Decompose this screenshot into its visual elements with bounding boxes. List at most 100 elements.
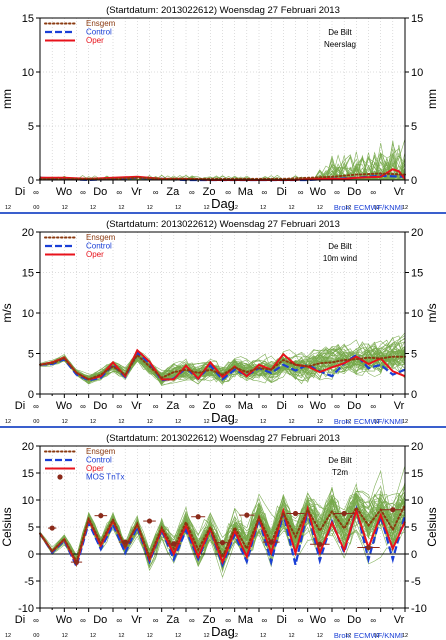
y-tick-label-right: 0 — [411, 175, 417, 187]
temperature-chart: (Startdatum: 2013022612) Woensdag 27 Feb… — [0, 433, 439, 640]
y-tick-label-left: 10 — [22, 308, 34, 320]
mos-point — [317, 541, 323, 547]
hour-label: 12 — [118, 205, 124, 211]
mos-point — [195, 514, 201, 520]
y-tick-label-right: 20 — [411, 441, 423, 453]
day-marker: ∞ — [298, 616, 304, 625]
hour-label: 12 — [118, 633, 124, 639]
hour-label: 12 — [90, 205, 96, 211]
chart-title: (Startdatum: 2013022612) Woensdag 27 Feb… — [106, 219, 340, 230]
y-tick-label-left: 10 — [22, 67, 34, 79]
mos-point — [219, 540, 226, 546]
mos-point — [171, 541, 177, 547]
station-label: De Bilt — [328, 242, 352, 251]
day-label: Wo — [56, 614, 72, 626]
mos-point — [292, 510, 299, 517]
mos-point — [73, 559, 80, 565]
legend-label-oper: Oper — [86, 250, 104, 259]
source-label: Bron: ECMWF/KNMI — [334, 631, 403, 640]
y-tick-label-right: 15 — [411, 268, 423, 280]
x-axis-label: Dag — [211, 196, 235, 211]
hour-label: 12 — [90, 419, 96, 425]
hour-label: 12 — [345, 205, 351, 211]
y-tick-label-left: 10 — [22, 495, 34, 507]
hour-label: 12 — [175, 205, 181, 211]
chart-title: (Startdatum: 2013022612) Woensdag 27 Feb… — [106, 5, 340, 16]
day-marker: ∞ — [262, 188, 268, 197]
day-marker: ∞ — [334, 188, 340, 197]
day-label: Di — [276, 400, 286, 412]
day-marker: ∞ — [334, 616, 340, 625]
hour-label: 12 — [203, 633, 209, 639]
hour-label: 12 — [260, 633, 266, 639]
day-label: Vr — [131, 400, 142, 412]
y-tick-label-right: 15 — [411, 468, 423, 480]
y-tick-label-right: 20 — [411, 227, 423, 239]
y-tick-label-left: -5 — [24, 576, 34, 588]
variable-label: 10m wind — [323, 254, 357, 263]
hour-label: 12 — [175, 419, 181, 425]
series-oper-line — [39, 348, 406, 381]
x-axis-label: Dag — [211, 624, 235, 639]
mos-point — [244, 512, 250, 518]
legend-label-control: Control — [86, 28, 112, 37]
mos-point — [98, 513, 104, 519]
day-label: Di — [15, 186, 25, 198]
mos-point — [268, 539, 274, 545]
hour-label: 12 — [374, 419, 380, 425]
chart-title: (Startdatum: 2013022612) Woensdag 27 Feb… — [106, 433, 340, 444]
hour-label: 12 — [90, 633, 96, 639]
variable-label: T2m — [332, 468, 348, 477]
day-marker: ∞ — [80, 402, 86, 411]
day-label: Do — [347, 614, 361, 626]
hour-label: 12 — [203, 205, 209, 211]
wind-panel: (Startdatum: 2013022612) Woensdag 27 Feb… — [0, 214, 446, 426]
day-marker: ∞ — [116, 188, 122, 197]
day-label: Ma — [238, 614, 254, 626]
y-axis-label-right: mm — [425, 89, 439, 109]
day-marker: ∞ — [153, 188, 159, 197]
source-label: Bron: ECMWF/KNMI — [334, 417, 403, 426]
day-label: Do — [93, 614, 107, 626]
station-label: De Bilt — [328, 28, 352, 37]
legend-label-ensgem: Ensgem — [86, 447, 116, 456]
hour-label: 12 — [5, 419, 11, 425]
y-tick-label-left: 0 — [28, 549, 34, 561]
hour-label: 12 — [345, 633, 351, 639]
day-marker: ∞ — [262, 616, 268, 625]
legend-label-control: Control — [86, 242, 112, 251]
series-ensgem-line — [39, 503, 406, 565]
hour-label: 00 — [33, 633, 39, 639]
temperature-panel: (Startdatum: 2013022612) Woensdag 27 Feb… — [0, 428, 446, 640]
y-tick-label-right: 0 — [411, 389, 417, 401]
y-tick-label-right: 5 — [411, 349, 417, 361]
hour-label: 12 — [374, 633, 380, 639]
y-tick-label-left: 20 — [22, 441, 34, 453]
hour-label: 12 — [62, 633, 68, 639]
day-marker: ∞ — [298, 188, 304, 197]
legend-label-mos: MOS TnTx — [86, 473, 125, 482]
day-marker: ∞ — [33, 402, 39, 411]
day-marker: ∞ — [153, 616, 159, 625]
day-marker: ∞ — [153, 402, 159, 411]
mos-point — [146, 518, 153, 524]
y-tick-label-left: 0 — [28, 175, 34, 187]
day-marker: ∞ — [225, 616, 231, 625]
day-label: Wo — [310, 614, 326, 626]
y-tick-label-left: 15 — [22, 468, 34, 480]
y-axis-label-left: Celsius — [0, 507, 14, 546]
y-tick-label-right: 10 — [411, 308, 423, 320]
mos-point — [390, 507, 396, 513]
y-tick-label-right: -10 — [411, 603, 427, 615]
day-label: Ma — [238, 186, 254, 198]
hour-label: 12 — [147, 633, 153, 639]
day-marker: ∞ — [33, 188, 39, 197]
day-label: Ma — [238, 400, 254, 412]
day-label: Zo — [203, 614, 216, 626]
panel-separator — [0, 426, 446, 428]
day-label: Do — [93, 400, 107, 412]
hour-label: 12 — [5, 205, 11, 211]
hour-label: 12 — [345, 419, 351, 425]
hour-label: 12 — [62, 205, 68, 211]
